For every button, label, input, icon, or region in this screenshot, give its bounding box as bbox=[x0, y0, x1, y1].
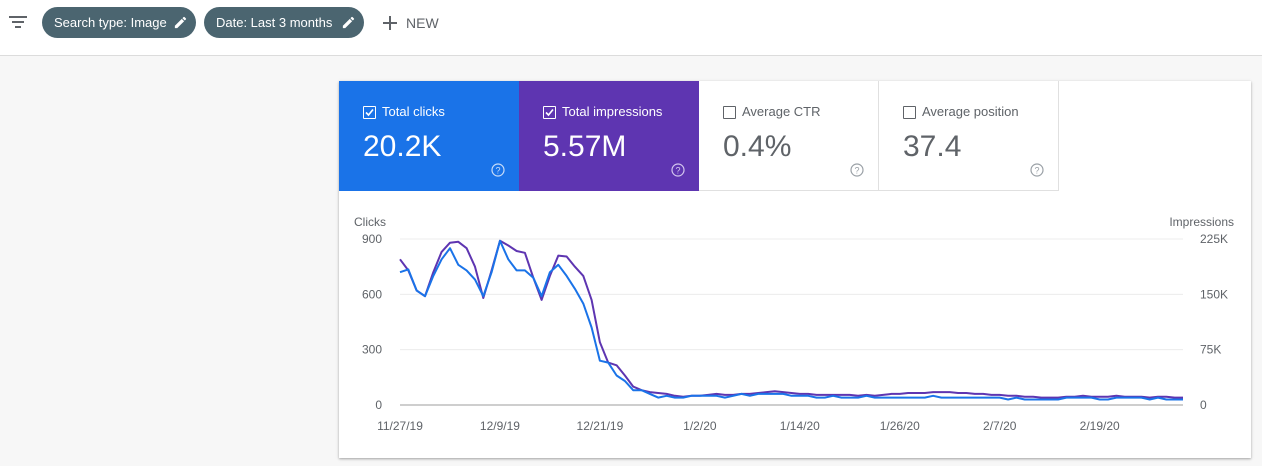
checkbox-checked-icon[interactable] bbox=[543, 106, 556, 119]
x-axis-ticks: 11/27/19 12/9/19 12/21/19 1/2/20 1/14/20 1/26… bbox=[377, 419, 1120, 433]
left-axis-title: Clicks bbox=[354, 215, 386, 229]
right-axis-tick-label: 150K bbox=[1200, 287, 1228, 301]
help-icon[interactable]: ? bbox=[491, 163, 505, 177]
metric-value: 0.4% bbox=[723, 130, 792, 163]
metric-average-ctr[interactable]: Average CTR 0.4% ? bbox=[699, 81, 879, 191]
filter-toolbar: Search type: Image Date: Last 3 months N… bbox=[0, 0, 1262, 56]
x-axis-tick-label: 1/14/20 bbox=[780, 419, 820, 433]
x-axis-tick-label: 11/27/19 bbox=[377, 419, 423, 433]
chart-series bbox=[399, 239, 1183, 401]
metric-value: 5.57M bbox=[543, 130, 627, 163]
left-axis-tick-label: 0 bbox=[375, 398, 382, 412]
left-axis-tick-label: 600 bbox=[362, 287, 382, 301]
metric-total-impressions[interactable]: Total impressions 5.57M ? bbox=[519, 81, 699, 191]
left-axis-tick-label: 300 bbox=[362, 343, 382, 357]
left-axis-tick-label: 900 bbox=[362, 232, 382, 246]
x-axis-tick-label: 1/26/20 bbox=[880, 419, 920, 433]
pencil-icon[interactable] bbox=[173, 15, 188, 30]
metric-label: Average position bbox=[922, 104, 1019, 119]
x-axis-tick-label: 12/21/19 bbox=[577, 419, 624, 433]
search-type-chip-label: Search type: Image bbox=[54, 15, 167, 30]
plus-icon bbox=[383, 16, 397, 30]
svg-text:?: ? bbox=[854, 166, 859, 176]
right-axis-title: Impressions bbox=[1169, 215, 1234, 229]
x-axis-tick-label: 1/2/20 bbox=[683, 419, 717, 433]
performance-card: Total clicks 20.2K ? Total impressions 5… bbox=[339, 81, 1251, 458]
right-axis-tick-label: 75K bbox=[1200, 343, 1221, 357]
metric-label: Total clicks bbox=[382, 104, 445, 119]
filter-list-icon[interactable] bbox=[8, 12, 28, 32]
metric-value: 37.4 bbox=[903, 130, 962, 163]
metric-label: Average CTR bbox=[742, 104, 821, 119]
svg-text:?: ? bbox=[675, 166, 680, 176]
checkbox-checked-icon[interactable] bbox=[363, 106, 376, 119]
checkbox-unchecked-icon[interactable] bbox=[903, 106, 916, 119]
help-icon[interactable]: ? bbox=[1030, 163, 1044, 177]
x-axis-tick-label: 12/9/19 bbox=[480, 419, 520, 433]
left-axis-ticks: 0 300 600 900 bbox=[362, 232, 382, 412]
new-filter-button[interactable]: NEW bbox=[380, 12, 439, 34]
performance-chart: Clicks Impressions 0 300 600 900 0 75K 150K 22… bbox=[354, 215, 1234, 433]
x-axis-tick-label: 2/19/20 bbox=[1080, 419, 1120, 433]
impressions-series-line bbox=[399, 239, 1183, 399]
metric-total-clicks[interactable]: Total clicks 20.2K ? bbox=[339, 81, 519, 191]
search-type-chip[interactable]: Search type: Image bbox=[42, 7, 196, 38]
metric-label: Total impressions bbox=[562, 104, 663, 119]
date-range-chip-label: Date: Last 3 months bbox=[216, 15, 333, 30]
right-axis-ticks: 0 75K 150K 225K bbox=[1200, 232, 1228, 412]
date-range-chip[interactable]: Date: Last 3 months bbox=[204, 7, 364, 38]
metric-average-position[interactable]: Average position 37.4 ? bbox=[879, 81, 1059, 191]
metric-value: 20.2K bbox=[363, 130, 442, 163]
help-icon[interactable]: ? bbox=[671, 163, 685, 177]
svg-text:?: ? bbox=[1034, 166, 1039, 176]
x-axis-tick-label: 2/7/20 bbox=[983, 419, 1017, 433]
new-filter-label: NEW bbox=[406, 15, 439, 31]
help-icon[interactable]: ? bbox=[850, 163, 864, 177]
right-axis-tick-label: 225K bbox=[1200, 232, 1228, 246]
svg-text:?: ? bbox=[495, 166, 500, 176]
pencil-icon[interactable] bbox=[341, 15, 356, 30]
right-axis-tick-label: 0 bbox=[1200, 398, 1207, 412]
clicks-series-line bbox=[399, 239, 1183, 401]
checkbox-unchecked-icon[interactable] bbox=[723, 106, 736, 119]
chart-gridlines bbox=[400, 238, 1183, 406]
